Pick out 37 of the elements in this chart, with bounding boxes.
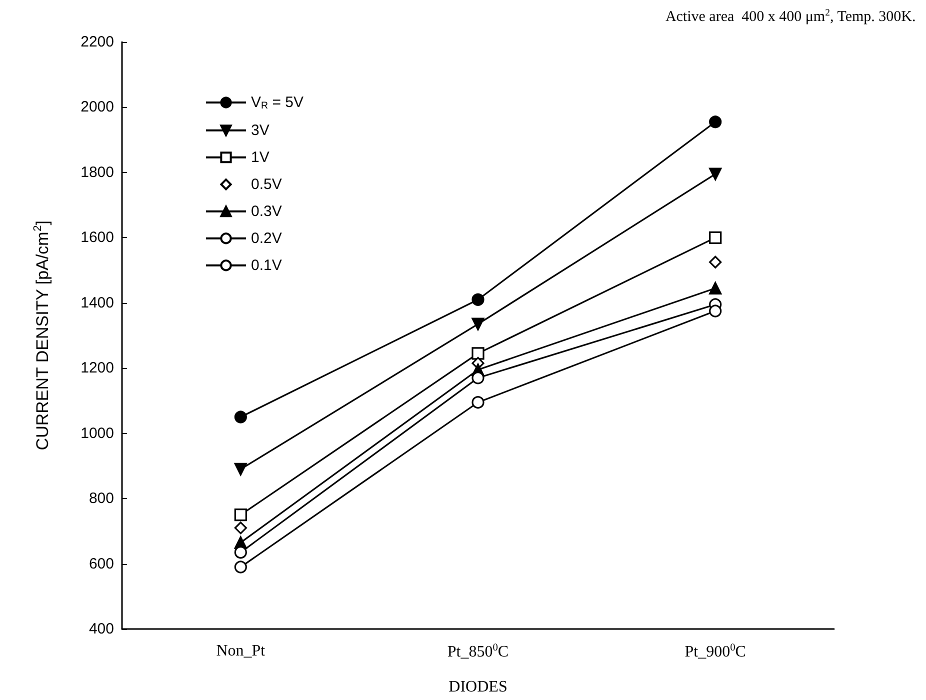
point — [234, 410, 247, 424]
legend-label: 1V — [251, 148, 270, 166]
legend-label: 0.3V — [251, 202, 282, 220]
point — [472, 347, 484, 360]
point — [709, 256, 722, 268]
y-tick-label: 400 — [88, 620, 114, 638]
y-tick-label: 2000 — [80, 98, 114, 116]
point — [472, 372, 484, 384]
legend-label: VR = 5V — [251, 94, 304, 112]
point — [234, 546, 247, 559]
point — [709, 304, 722, 318]
point — [234, 522, 247, 534]
point — [472, 396, 484, 409]
point — [234, 462, 247, 476]
legend-label: 0.2V — [251, 230, 282, 247]
point — [472, 293, 484, 306]
x-axis-title: DIODES — [448, 678, 508, 696]
y-tick-label: 1400 — [80, 294, 114, 312]
y-axis-title: CURRENT DENSITY [pA/cm2] — [32, 220, 52, 450]
legend-label: 0.1V — [251, 256, 282, 274]
point — [472, 318, 484, 330]
y-tick-label: 1800 — [80, 164, 114, 181]
legend-label: 0.5V — [251, 176, 282, 193]
point — [709, 231, 722, 244]
legend-label: 3V — [251, 122, 270, 139]
y-tick-label: 1600 — [80, 229, 114, 246]
point — [709, 116, 722, 128]
point — [234, 560, 247, 574]
point — [709, 282, 722, 295]
x-tick-label: Non_Pt — [216, 642, 266, 660]
point — [709, 168, 722, 180]
y-tick-label: 1200 — [80, 360, 114, 377]
y-tick-label: 1000 — [80, 424, 114, 442]
y-tick-label: 2200 — [80, 34, 114, 50]
point — [234, 508, 247, 522]
y-tick-label: 800 — [88, 490, 114, 508]
y-tick-label: 600 — [88, 555, 114, 572]
